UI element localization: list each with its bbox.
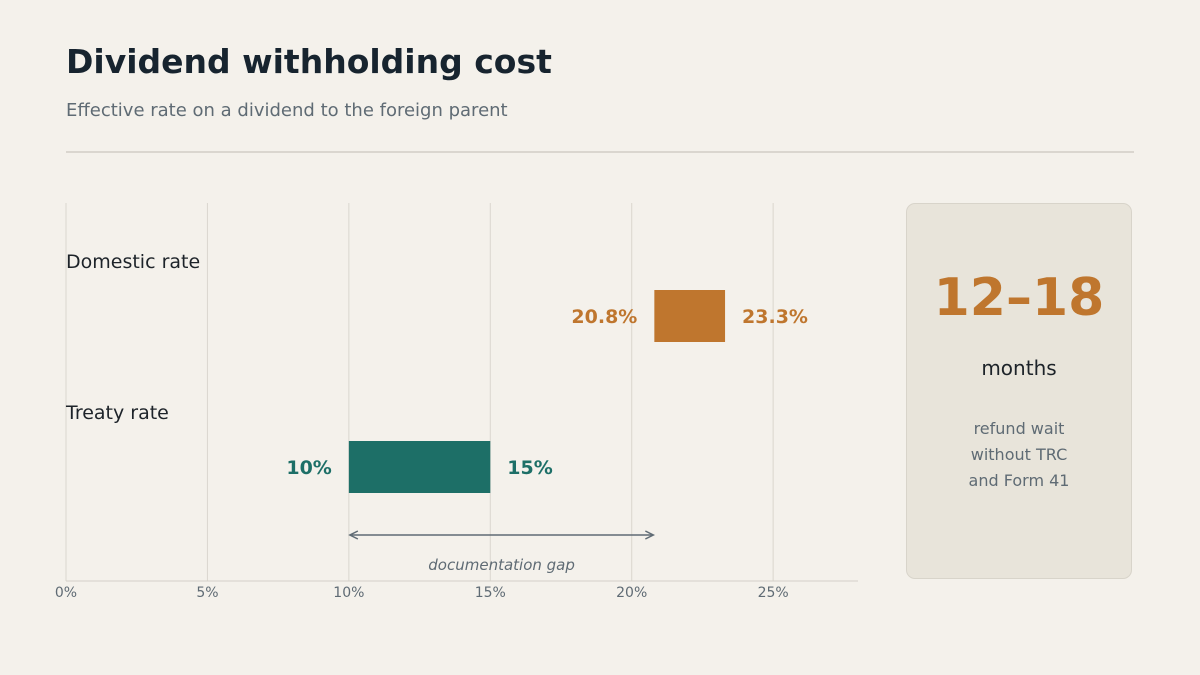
range-bar — [348, 441, 491, 493]
refund-wait-description: refund wait without TRC and Form 41 — [927, 416, 1111, 494]
annotation-arrowhead-right — [645, 530, 656, 540]
range-low-label: 20.8% — [571, 306, 637, 328]
refund-wait-desc-line: refund wait — [973, 419, 1065, 438]
x-tick-label: 15% — [475, 585, 506, 601]
range-chart: 0% 5% 10% 15% 20% 25% Domestic rate 20.8% 23.3% T… — [55, 203, 858, 601]
refund-wait-desc-line: without TRC — [970, 445, 1068, 464]
page-subtitle: Effective rate on a dividend to the fore… — [66, 100, 508, 121]
refund-wait-desc-line: and Form 41 — [968, 471, 1070, 490]
refund-wait-card: 12–18 months refund wait without TRC and… — [906, 203, 1132, 579]
x-tick-label: 0% — [55, 585, 77, 601]
range-high-label: 23.3% — [742, 306, 808, 328]
range-low-label: 10% — [286, 457, 331, 479]
category-label: Domestic rate — [66, 251, 200, 273]
range-bar — [654, 290, 726, 342]
x-tick-label: 25% — [758, 585, 789, 601]
x-tick-label: 5% — [196, 585, 218, 601]
refund-wait-value: 12–18 — [933, 268, 1105, 328]
annotation-arrowhead-left — [348, 530, 359, 540]
page-title: Dividend withholding cost — [66, 42, 552, 81]
header-divider — [66, 151, 1134, 153]
category-label: Treaty rate — [65, 402, 169, 424]
annotation-label: documentation gap — [428, 556, 575, 574]
x-tick-label: 10% — [333, 585, 364, 601]
x-tick-label: 20% — [616, 585, 647, 601]
range-high-label: 15% — [507, 457, 552, 479]
refund-wait-unit: months — [981, 356, 1057, 380]
